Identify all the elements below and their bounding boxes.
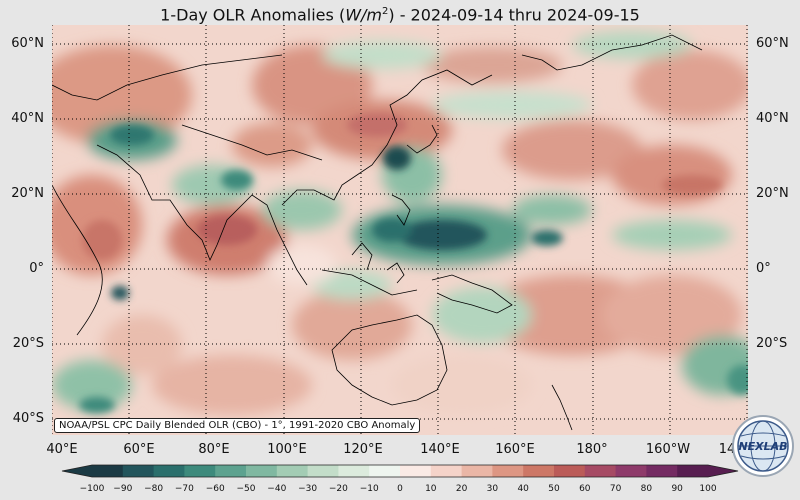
colorbar-cell [338,465,370,477]
colorbar-cell [461,465,493,477]
lat-label-left: 20°N [11,186,44,201]
colorbar-tick-label: 50 [548,484,560,494]
lat-label-right: 40°N [756,111,789,126]
colorbar-tick-label: −10 [359,484,379,494]
colorbar-tick-label: −80 [144,484,164,494]
lon-label: 80°E [198,442,230,457]
colorbar-cell [92,465,124,477]
colorbar-frame [61,464,739,478]
colorbar-tick-label: 100 [699,484,717,494]
colorbar-tick-label: −100 [79,484,105,494]
lat-label-right: 20°S [756,336,788,351]
colorbar-cell [584,465,617,477]
colorbar-tick-label: −40 [267,484,287,494]
nexlab-logo[interactable]: NEXLAB [731,414,795,478]
anomaly-field-cores [79,113,748,413]
colorbar-cell [400,465,432,477]
source-note: NOAA/PSL CPC Daily Blended OLR (CBO) - 1… [54,418,421,433]
colorbar-cells [61,464,739,478]
colorbar-cell [246,465,278,477]
colorbar-extend-low [62,465,92,477]
lon-label: 60°E [123,442,155,457]
colorbar-cell [369,465,401,477]
anomaly-field-broad [52,31,748,415]
lon-label: 120°E [343,442,383,457]
lon-label: 14 [718,442,736,457]
map-title: 1-Day OLR Anomalies (W/m2) - 2024-09-14 … [160,5,640,25]
colorbar-tick-label: 40 [517,484,529,494]
colorbar-cell [153,465,185,477]
lat-label-left: 20°S [12,336,44,351]
map-canvas [52,25,748,435]
colorbar-tick-label: −50 [236,484,256,494]
colorbar-tick-label: −60 [205,484,225,494]
lon-label: 160°W [645,442,691,457]
colorbar-cell [184,465,216,477]
colorbar-tick-label: −30 [298,484,318,494]
colorbar-cell [215,465,247,477]
lon-label: 100°E [267,442,307,457]
colorbar-cell [430,465,463,477]
colorbar-cell [307,465,339,477]
lat-label-right: 20°N [756,186,789,201]
colorbar-cell [523,465,555,477]
colorbar-cell [492,465,524,477]
colorbar-tick-label: 90 [671,484,683,494]
lon-label: 140°E [420,442,460,457]
lon-label: 40°E [46,442,78,457]
colorbar-cell [276,465,309,477]
globe-icon: NEXLAB [732,415,794,477]
colorbar-tick-label: −90 [113,484,133,494]
lon-label: 180° [576,442,608,457]
coastlines [52,34,703,431]
colorbar-extend-high [708,465,738,477]
lat-label-right: 60°N [756,36,789,51]
lat-label-right: 0° [756,261,771,276]
colorbar-cell [677,465,709,477]
colorbar-tick-label: 10 [425,484,437,494]
colorbar-tick-label: −20 [328,484,348,494]
logo-text: NEXLAB [738,440,787,453]
colorbar-tick-label: 0 [397,484,403,494]
lat-label-left: 60°N [11,36,44,51]
colorbar-tick-label: 80 [640,484,653,494]
colorbar-cell [122,465,155,477]
colorbar-tick-label: 60 [579,484,591,494]
lat-label-left: 40°S [12,411,44,426]
colorbar [61,464,739,478]
lat-label-left: 40°N [11,111,44,126]
colorbar-cell [646,465,678,477]
colorbar-cell [615,465,647,477]
colorbar-tick-label: −70 [174,484,194,494]
olr-anomaly-map [52,25,748,435]
colorbar-tick-label: 30 [486,484,499,494]
lat-label-left: 0° [29,261,44,276]
colorbar-tick-label: 70 [609,484,622,494]
colorbar-tick-label: 20 [455,484,468,494]
lon-label: 160°E [495,442,535,457]
colorbar-cell [554,465,586,477]
